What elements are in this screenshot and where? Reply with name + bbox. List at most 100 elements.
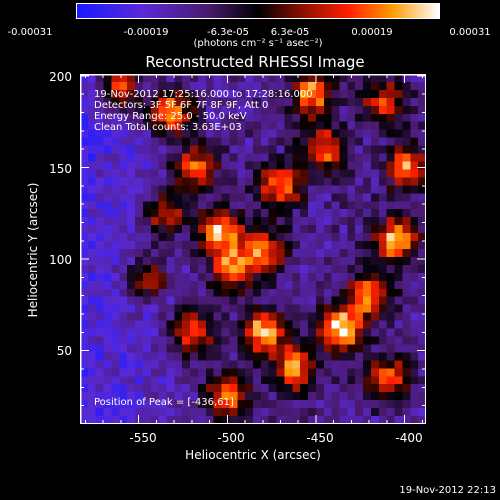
heatmap-cell: [174, 312, 183, 322]
heatmap-cell: [95, 193, 105, 202]
heatmap-cell: [221, 312, 231, 322]
heatmap-cell: [213, 344, 223, 353]
heatmap-cell: [378, 81, 388, 91]
heatmap-cell: [260, 368, 270, 377]
heatmap-cell: [213, 74, 223, 83]
heatmap-cell: [229, 288, 238, 298]
heatmap-cell: [205, 288, 215, 298]
heatmap-cell: [229, 328, 238, 338]
heatmap-cell: [158, 233, 168, 242]
heatmap-cell: [142, 344, 152, 353]
heatmap-cell: [260, 304, 270, 314]
heatmap-cell: [87, 360, 97, 369]
heatmap-cell: [190, 74, 199, 83]
heatmap-cell: [253, 360, 262, 369]
heatmap-cell: [253, 256, 262, 266]
heatmap-cell: [127, 89, 136, 99]
heatmap-cell: [127, 392, 136, 401]
heatmap-cell: [363, 384, 372, 393]
heatmap-cell: [308, 320, 317, 330]
heatmap-cell: [166, 241, 175, 250]
heatmap-cell: [323, 225, 333, 234]
heatmap-cell: [394, 312, 404, 322]
heatmap-cell: [150, 193, 160, 202]
heatmap-cell: [331, 209, 341, 218]
heatmap-cell: [260, 137, 270, 147]
heatmap-cell: [276, 272, 286, 282]
heatmap-cell: [213, 408, 223, 417]
heatmap-cell: [284, 400, 293, 409]
heatmap-cell: [418, 320, 426, 330]
heatmap-cell: [363, 97, 372, 107]
heatmap-cell: [308, 89, 317, 99]
heatmap-cell: [111, 288, 120, 298]
heatmap-cell: [213, 312, 223, 322]
heatmap-cell: [174, 97, 183, 107]
heatmap-cell: [300, 392, 309, 401]
heatmap-cell: [331, 217, 341, 226]
heatmap-cell: [418, 344, 426, 353]
heatmap-cell: [418, 121, 426, 131]
heatmap-cell: [119, 288, 128, 298]
heatmap-cell: [103, 169, 113, 178]
heatmap-cell: [87, 288, 97, 298]
heatmap-cell: [182, 312, 191, 322]
heatmap-cell: [229, 280, 238, 290]
heatmap-cell: [245, 328, 254, 338]
heatmap-cell: [95, 328, 105, 338]
heatmap-cell: [237, 416, 246, 424]
heatmap-cell: [253, 161, 262, 171]
heatmap-cell: [260, 241, 270, 250]
heatmap-cell: [276, 233, 286, 242]
heatmap-cell: [158, 384, 168, 393]
heatmap-cell: [95, 177, 105, 186]
heatmap-cell: [276, 145, 286, 155]
heatmap-cell: [166, 209, 175, 218]
heatmap-cell: [142, 408, 152, 417]
heatmap-cell: [221, 392, 231, 401]
heatmap-cell: [166, 105, 175, 115]
heatmap-cell: [418, 225, 426, 234]
heatmap-cell: [142, 328, 152, 338]
heatmap-cell: [174, 225, 183, 234]
heatmap-cell: [418, 280, 426, 290]
heatmap-cell: [213, 201, 223, 210]
heatmap-cell: [80, 288, 89, 298]
heatmap-cell: [323, 400, 333, 409]
heatmap-cell: [363, 280, 372, 290]
heatmap-cell: [363, 153, 372, 163]
heatmap-cell: [245, 225, 254, 234]
heatmap-cell: [363, 264, 372, 274]
heatmap-cell: [103, 105, 113, 115]
heatmap-cell: [308, 97, 317, 107]
heatmap-cell: [410, 185, 419, 194]
heatmap-cell: [229, 121, 238, 131]
heatmap-cell: [268, 288, 278, 298]
heatmap-cell: [166, 416, 175, 424]
heatmap-cell: [135, 296, 144, 306]
heatmap-cell: [221, 304, 231, 314]
heatmap-cell: [174, 376, 183, 385]
heatmap-cell: [150, 153, 160, 163]
heatmap-cell: [276, 185, 286, 194]
heatmap-cell: [300, 177, 309, 186]
heatmap-cell: [363, 105, 372, 115]
heatmap-cell: [268, 209, 278, 218]
heatmap-cell: [205, 304, 215, 314]
heatmap-cell: [276, 209, 286, 218]
heatmap-cell: [142, 288, 152, 298]
heatmap-cell: [386, 97, 396, 107]
heatmap-cell: [111, 153, 120, 163]
heatmap-cell: [80, 137, 89, 147]
heatmap-cell: [386, 256, 396, 266]
heatmap-cell: [308, 368, 317, 377]
heatmap-cell: [292, 280, 301, 290]
heatmap-cell: [103, 201, 113, 210]
heatmap-cell: [370, 105, 380, 115]
heatmap-cell: [150, 81, 160, 91]
heatmap-cell: [253, 129, 262, 139]
heatmap-cell: [229, 153, 238, 163]
heatmap-cell: [229, 296, 238, 306]
heatmap-cell: [127, 384, 136, 393]
heatmap-cell: [213, 256, 223, 266]
